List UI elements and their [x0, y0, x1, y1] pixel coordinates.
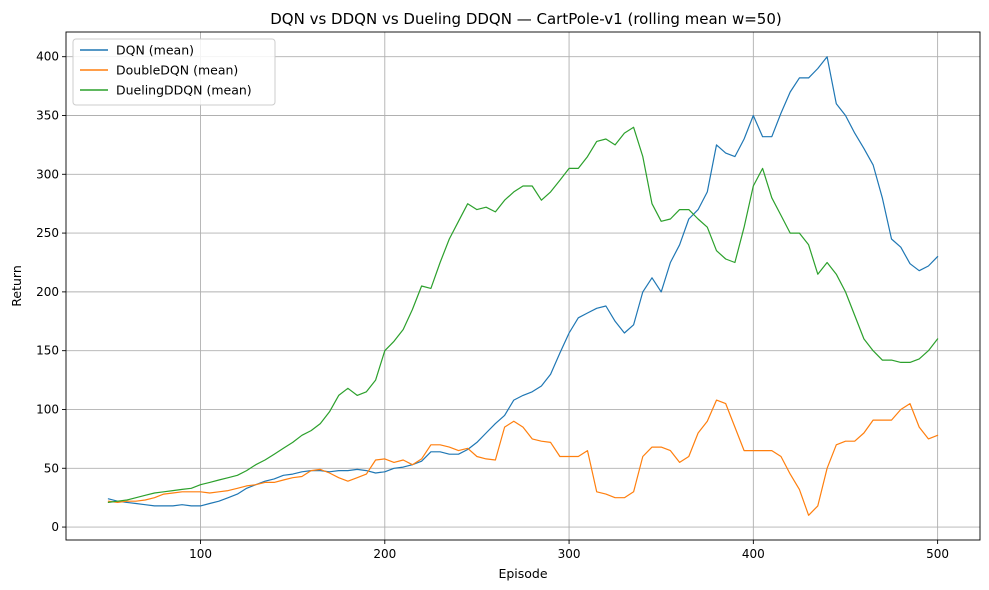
y-tick-label: 100 — [36, 402, 59, 416]
x-tick-label: 400 — [742, 547, 765, 561]
series-lines — [107, 56, 939, 516]
legend-label-1: DQN (mean) — [116, 43, 194, 58]
x-tick-label: 500 — [926, 547, 949, 561]
y-tick-label: 300 — [36, 167, 59, 181]
series-line-2 — [107, 399, 939, 516]
y-tick-label: 150 — [36, 344, 59, 358]
x-tick-label: 100 — [189, 547, 212, 561]
y-tick-label: 200 — [36, 285, 59, 299]
y-tick-label: 50 — [44, 461, 59, 475]
x-tick-label: 300 — [558, 547, 581, 561]
legend-box — [72, 38, 276, 106]
axis-ticks: 100 200 300 400 500 0 50 100 150 200 250 300 350 400 — [36, 50, 949, 561]
y-tick-label: 0 — [51, 520, 59, 534]
y-tick-label: 250 — [36, 226, 59, 240]
chart-title: DQN vs DDQN vs Dueling DDQN — CartPole-v… — [270, 10, 782, 28]
plot-area — [66, 32, 980, 540]
x-tick-label: 200 — [373, 547, 396, 561]
legend: DQN (mean) DoubleDQN (mean) DuelingDDQN (m… — [72, 38, 276, 106]
x-axis-label: Episode — [498, 566, 547, 581]
y-axis-label: Return — [9, 265, 24, 306]
legend-label-3: DuelingDDQN (mean) — [116, 83, 252, 98]
legend-label-2: DoubleDQN (mean) — [116, 63, 238, 78]
series-line-1 — [107, 56, 939, 507]
series-line-3 — [107, 126, 939, 503]
y-tick-label: 400 — [36, 50, 59, 64]
y-tick-label: 350 — [36, 108, 59, 122]
plot-frame — [65, 31, 981, 541]
